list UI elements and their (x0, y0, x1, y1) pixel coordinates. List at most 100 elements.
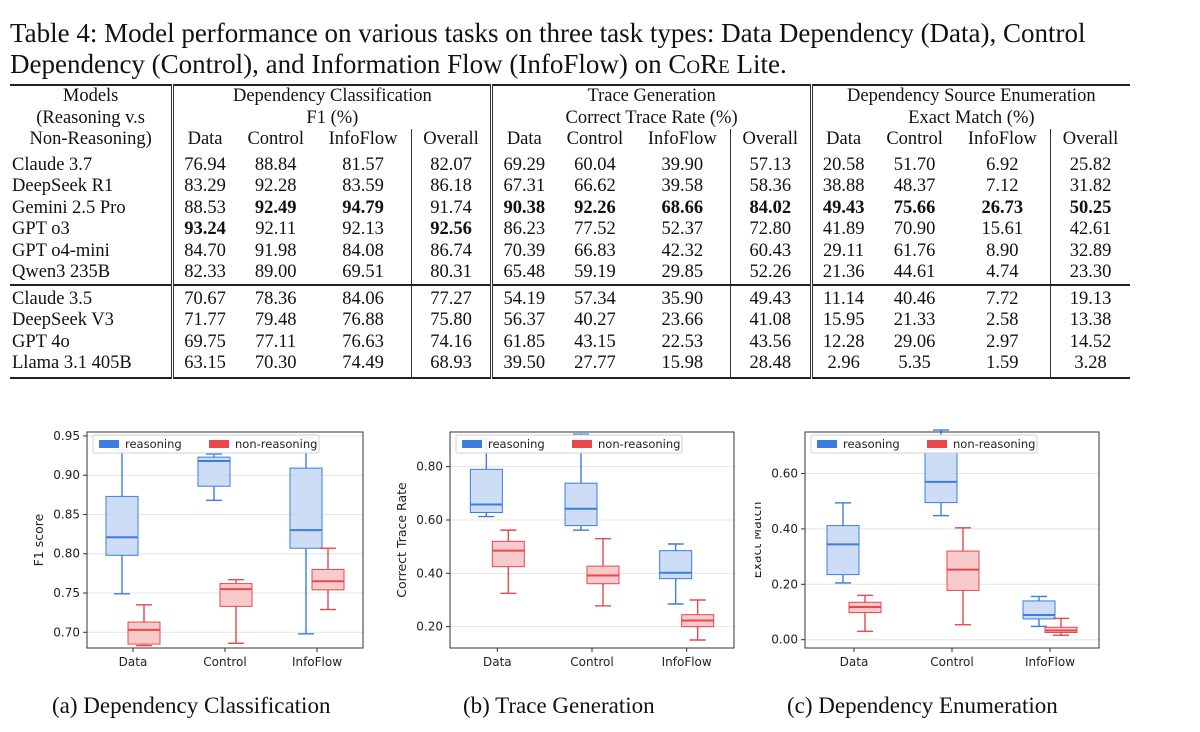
table-row: Claude 3.5 70.67 78.36 84.06 77.27 54.19 57.34… (10, 283, 1130, 310)
table-cell: 7.72 (954, 283, 1051, 310)
box-iqr (946, 550, 980, 591)
best-value: 50.25 (1069, 197, 1112, 218)
table-cell: 49.43 (809, 197, 875, 219)
table-cell: 20.58 (809, 150, 875, 176)
table-cell: 31.82 (1050, 176, 1130, 198)
col-header: Data (809, 129, 875, 151)
group-header-title: Trace Generation (490, 84, 812, 108)
caption-text-2: Lite. (729, 49, 787, 79)
table-cell: 29.11 (809, 240, 875, 262)
table-cell: 88.84 (254, 154, 297, 175)
y-tick-label: 0.90 (53, 468, 80, 482)
box-iqr (924, 448, 958, 504)
table-cell: 57.13 (729, 150, 812, 176)
best-value: 75.66 (893, 197, 936, 218)
table-cell: 26.73 (955, 198, 1051, 220)
box-iqr (564, 482, 598, 527)
box-iqr (289, 467, 323, 549)
table-cell: 63.15 (171, 353, 236, 379)
table-cell: 15.95 (809, 310, 875, 332)
table-cell: 68.93 (410, 353, 492, 379)
table-cell: 52.26 (729, 262, 812, 285)
table-cell: 25.82 (1050, 150, 1130, 176)
legend: reasoning non-reasoning (455, 434, 683, 454)
table-cell: 41.89 (809, 219, 875, 241)
table-cell: 83.59 (342, 176, 384, 196)
table-body: Claude 3.7 76.94 88.84 81.57 82.07 69.29 60.04… (10, 150, 1130, 379)
table-cell: 7.12 (986, 176, 1019, 196)
results-table: Models Dependency Classification Trace G… (10, 84, 1130, 379)
box-non-reasoning (848, 594, 882, 633)
best-value: 84.02 (749, 197, 792, 218)
caption-text-1: Table 4: Model performance on various ta… (10, 18, 1086, 79)
table-cell: 86.18 (410, 176, 492, 198)
box-non-reasoning (311, 547, 345, 611)
legend-label-reasoning: reasoning (843, 437, 900, 451)
table-cell: 11.14 (809, 283, 875, 310)
legend-swatch-reasoning (99, 440, 119, 448)
x-tick-label: InfoFlow (1025, 655, 1075, 669)
table-cell: 12.28 (809, 331, 875, 353)
models-header-3: Non-Reasoning) (29, 129, 152, 149)
table-cell: 86.74 (410, 240, 492, 262)
y-tick-label: 0.80 (416, 460, 443, 474)
y-tick-label: 0.60 (771, 467, 798, 481)
x-tick-label: Data (119, 655, 148, 669)
box-iqr (1022, 600, 1056, 620)
box-non-reasoning (586, 537, 620, 607)
boxplot-svg: 0.70 0.75 0.80 0.85 0.90 0.95 F1 score Data Cont… (31, 429, 364, 669)
table-cell: 75.66 (875, 198, 955, 220)
table-cell: 38.88 (809, 176, 875, 198)
model-name: Llama 3.1 405B (10, 353, 173, 379)
y-axis-label: Exact Match (755, 502, 764, 579)
box-reasoning (1022, 595, 1056, 628)
table-cell: 78.36 (235, 283, 316, 310)
table-cell: 70.67 (171, 283, 236, 310)
box-non-reasoning (681, 599, 715, 641)
y-tick-label: 0.70 (53, 625, 80, 639)
boxplot-dependency-classification: 0.70 0.75 0.80 0.85 0.90 0.95 F1 score Data Cont… (25, 410, 380, 675)
group-header-title: Dependency Source Enumeration (809, 84, 1130, 108)
y-axis-label: Correct Trace Rate (394, 482, 409, 598)
best-value: 92.56 (430, 219, 472, 239)
best-value: 49.43 (822, 197, 865, 218)
table-cell: 92.26 (555, 198, 635, 220)
box-non-reasoning (219, 578, 253, 644)
table-cell: 88.53 (171, 197, 236, 219)
y-tick-label: 0.20 (416, 620, 443, 634)
table-cell: 56.37 (490, 310, 556, 332)
table-cell: 39.90 (661, 154, 704, 175)
table-cell: 69.29 (490, 150, 556, 176)
table-cell: 6.92 (986, 154, 1019, 175)
table-cell: 3.28 (1050, 353, 1130, 379)
table-cell: 80.31 (410, 262, 492, 285)
table-cell: 40.27 (574, 310, 616, 330)
x-tick-label: Data (840, 655, 869, 669)
table-cell: 66.83 (574, 240, 616, 261)
box-iqr (469, 468, 503, 514)
table-cell: 82.33 (171, 262, 236, 285)
col-header: InfoFlow (967, 129, 1037, 149)
model-name: Qwen3 235B (12, 262, 111, 282)
y-tick-label: 0.60 (416, 513, 443, 527)
group-header-metric: F1 (%) (171, 107, 492, 129)
table-cell: 39.58 (661, 176, 704, 196)
table-caption: Table 4: Model performance on various ta… (10, 18, 1190, 80)
table-cell: 83.29 (171, 176, 236, 198)
table-cell: 19.13 (1050, 283, 1130, 310)
model-name: Claude 3.5 (10, 283, 173, 310)
legend-swatch-non-reasoning (572, 440, 592, 448)
box-iqr (659, 550, 693, 580)
table-cell: 39.50 (490, 353, 556, 379)
boxplot-dependency-enumeration: 0.00 0.20 0.40 0.60 Exact Match Data Control In… (755, 410, 1115, 675)
table-cell: 42.32 (661, 240, 704, 261)
table-row: GPT o3 93.24 92.11 92.13 92.56 86.23 77.52 52.3… (10, 219, 1130, 241)
legend-label-non-reasoning: non-reasoning (953, 437, 1035, 451)
y-axis-label: F1 score (31, 513, 46, 566)
table-row: GPT 4o 69.75 77.11 76.63 74.16 61.85 43.15 22.5… (10, 331, 1130, 353)
table-cell: 2.96 (809, 353, 875, 379)
x-tick-label: Data (483, 655, 512, 669)
box-iqr (105, 495, 139, 556)
table-cell: 8.90 (986, 240, 1019, 261)
table-cell: 29.85 (661, 262, 704, 282)
